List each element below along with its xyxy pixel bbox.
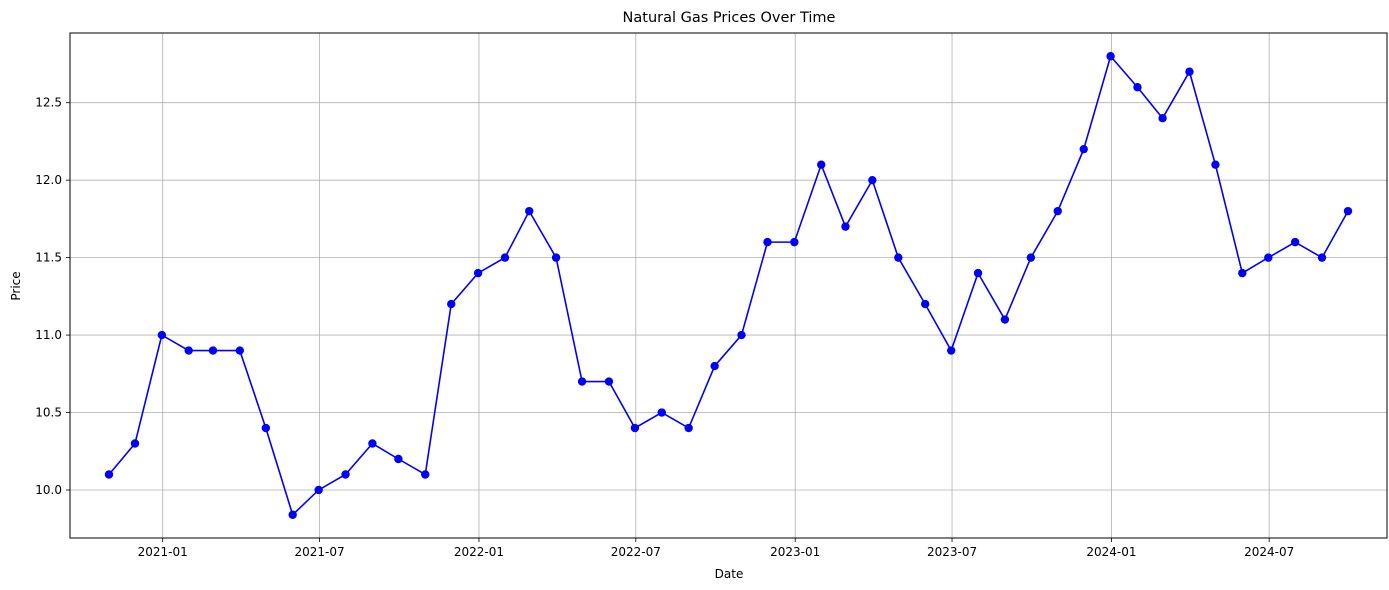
data-point-2022-04-30	[577, 377, 587, 386]
y-tick-label: 12.5	[35, 96, 62, 110]
data-point-2020-11-30	[130, 439, 140, 448]
y-tick-label: 10.0	[35, 483, 62, 497]
data-point-2023-09-30	[1026, 253, 1036, 262]
data-point-2022-09-30	[710, 361, 719, 371]
data-point-2022-06-30	[630, 423, 640, 433]
data-point-2021-04-30	[261, 423, 271, 433]
data-point-2024-03-31	[1185, 67, 1194, 76]
data-point-2021-10-31	[421, 470, 430, 479]
data-point-2022-10-31	[737, 330, 746, 340]
data-point-2021-11-30	[447, 299, 456, 309]
data-point-2022-03-31	[551, 253, 561, 262]
data-point-2022-11-30	[763, 237, 772, 247]
data-point-2022-07-31	[657, 408, 666, 417]
data-point-2023-04-30	[894, 253, 903, 262]
data-point-2024-02-29	[1158, 114, 1167, 123]
data-point-2023-05-31	[920, 299, 930, 309]
data-point-2024-05-31	[1238, 268, 1247, 278]
data-point-2023-01-31	[817, 160, 826, 169]
data-point-2024-01-31	[1133, 83, 1142, 92]
data-point-2024-06-30	[1264, 253, 1273, 262]
x-tick-label: 2024-01	[1086, 545, 1136, 559]
data-point-2022-08-31	[684, 423, 693, 433]
data-point-2024-07-31	[1290, 237, 1300, 247]
data-point-2023-12-31	[1106, 52, 1115, 61]
data-point-2021-01-31	[184, 346, 193, 355]
data-point-2021-02-28	[208, 346, 218, 355]
y-tick-label: 12.0	[35, 173, 62, 187]
series-polyline	[108, 54, 1349, 517]
data-point-2023-07-31	[973, 268, 983, 278]
data-point-2022-01-31	[500, 253, 510, 262]
x-tick-label: 2022-07	[611, 545, 661, 559]
grid	[70, 33, 1387, 538]
y-axis-ticks: 10.0 10.5 11.0 11.5 12.0 12.5	[35, 96, 70, 497]
y-axis-title: Price	[9, 271, 23, 300]
data-point-2023-06-30	[946, 346, 956, 355]
x-tick-label: 2021-01	[138, 545, 188, 559]
data-point-2024-04-30	[1211, 160, 1220, 169]
data-point-2024-08-31	[1317, 253, 1327, 262]
data-point-2022-05-31	[604, 377, 614, 386]
x-axis-title: Date	[715, 567, 744, 581]
data-point-2023-11-30	[1079, 144, 1088, 154]
data-point-2021-08-31	[368, 439, 377, 448]
data-point-2023-10-31	[1053, 206, 1062, 216]
chart-title: Natural Gas Prices Over Time	[623, 10, 836, 26]
x-axis-ticks: 2021-01 2021-07 2022-01 2022-07 2023-01 2023-…	[138, 538, 1294, 559]
y-tick-label: 10.5	[35, 406, 62, 420]
data-point-2021-05-31	[288, 510, 297, 519]
data-point-2023-08-31	[1000, 315, 1010, 324]
x-tick-label: 2021-07	[294, 545, 344, 559]
x-tick-label: 2024-07	[1244, 545, 1294, 559]
data-point-2021-03-31	[235, 346, 245, 355]
data-point-2022-12-31	[790, 237, 799, 247]
series-points	[104, 52, 1353, 519]
data-point-2021-12-31	[473, 268, 483, 278]
data-point-2024-09-30	[1343, 206, 1353, 216]
data-point-2023-02-28	[841, 222, 850, 231]
x-tick-label: 2023-01	[770, 545, 820, 559]
data-point-2021-09-30	[394, 454, 403, 464]
data-point-2020-12-31	[157, 330, 167, 340]
y-tick-label: 11.5	[35, 251, 62, 265]
plot-area-frame	[69, 32, 1388, 539]
data-point-2023-03-31	[868, 175, 877, 185]
data-point-2021-07-31	[341, 470, 350, 479]
y-tick-label: 11.0	[35, 328, 62, 342]
x-tick-label: 2023-07	[927, 545, 977, 559]
data-point-2020-10-31	[104, 470, 114, 479]
data-point-2022-02-28	[525, 206, 534, 216]
x-tick-label: 2022-01	[454, 545, 504, 559]
data-point-2021-06-30	[314, 485, 323, 495]
series-line	[108, 54, 1349, 517]
